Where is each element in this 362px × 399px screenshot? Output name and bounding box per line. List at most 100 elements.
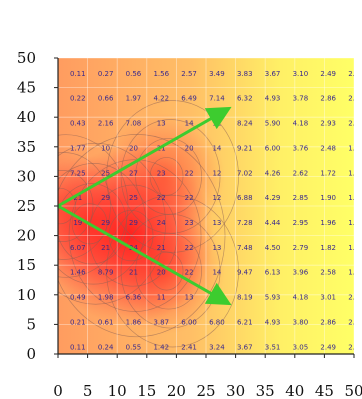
cell-label: 12 <box>212 120 221 128</box>
hotspot-4 <box>58 147 114 265</box>
cell-label: 10 <box>101 144 110 152</box>
cell-label: 19 <box>73 219 82 227</box>
cell-label: 3.67 <box>265 70 281 78</box>
cell-label: 2.86 <box>320 95 336 103</box>
cell-label: 6.00 <box>265 144 281 152</box>
contour-line <box>58 163 147 285</box>
arrow-layer <box>57 106 232 306</box>
cell-label: 1.46 <box>70 269 86 277</box>
cell-label: 3.51 <box>265 343 281 351</box>
cell-label: 12 <box>212 169 221 177</box>
cell-label: 25 <box>129 194 138 202</box>
cell-label: 3.83 <box>237 70 253 78</box>
cell-label: 21 <box>101 244 110 252</box>
contour-line <box>106 100 239 253</box>
arrow-1 <box>57 204 232 306</box>
cell-label: 3.24 <box>209 343 225 351</box>
cell-label: 4.26 <box>265 169 281 177</box>
x-tick-label: 25 <box>196 382 215 399</box>
contour-layer <box>58 100 239 348</box>
cell-label: 5.93 <box>265 294 281 302</box>
cell-label: 1.86 <box>126 318 142 326</box>
cell-label: 20 <box>185 144 194 152</box>
x-tick-label: 0 <box>53 382 63 399</box>
cell-label: 2.95 <box>293 219 309 227</box>
cell-label: 11 <box>157 294 166 302</box>
cell-label: 7.02 <box>237 169 253 177</box>
cell-label: 0.21 <box>70 318 86 326</box>
y-tick-label: 45 <box>17 79 36 97</box>
cell-label: 2.57 <box>181 70 197 78</box>
y-tick-label: 0 <box>26 345 36 363</box>
cell-label-layer: 0.11 0.27 0.56 1.56 2.57 3.49 3.83 3.67 3.10 2.49… <box>70 70 362 352</box>
cell-label: 8.24 <box>237 120 253 128</box>
cell-label: 14 <box>212 144 221 152</box>
cell-label: 4.44 <box>265 219 281 227</box>
contour-line <box>58 134 129 278</box>
y-tick-label: 20 <box>17 227 36 245</box>
cell-label: 4.22 <box>153 95 169 103</box>
cell-label: 7.48 <box>237 244 253 252</box>
cell-label: 7.14 <box>209 95 225 103</box>
cell-label: 0.56 <box>126 70 142 78</box>
cell-label: 12 <box>212 194 221 202</box>
cell-label: 6.49 <box>181 95 197 103</box>
cell-label: 0.61 <box>98 318 114 326</box>
cell-label: 1.96 <box>320 219 336 227</box>
contour-line <box>68 159 202 312</box>
cell-label: 0.11 <box>70 70 86 78</box>
cell-label: 1.22 <box>348 169 362 177</box>
x-tick-label: 35 <box>256 382 275 399</box>
cell-label: 29 <box>129 219 138 227</box>
cell-label: 21 <box>73 194 82 202</box>
cell-label: 3.05 <box>293 343 309 351</box>
cell-label: 0.43 <box>70 120 86 128</box>
cell-label: 2.58 <box>320 269 336 277</box>
cell-label: 22 <box>185 169 194 177</box>
cell-label: 9.47 <box>237 269 253 277</box>
cell-label: 6.07 <box>70 244 86 252</box>
cell-label: 20 <box>157 269 166 277</box>
x-tick-label: 30 <box>226 382 245 399</box>
y-tick-label: 35 <box>17 138 36 156</box>
cell-label: 2.02 <box>348 343 362 351</box>
cell-label: 1.73 <box>348 144 362 152</box>
cell-label: 2.49 <box>320 70 336 78</box>
axis-layer: 0 5 10 15 20 25 30 35 40 45 50 0 5 10 15 20 25 30 35 40 45 50 <box>17 49 362 399</box>
cell-label: 13 <box>212 244 221 252</box>
cell-label: 14 <box>185 120 194 128</box>
cell-label: 6.13 <box>265 269 281 277</box>
cell-label: 4.29 <box>265 194 281 202</box>
cell-label: 21 <box>129 269 138 277</box>
cell-label: 1.56 <box>153 70 169 78</box>
cell-label: 25 <box>101 169 110 177</box>
cell-label: 21 <box>157 244 166 252</box>
cell-label: 2.23 <box>348 318 362 326</box>
x-tick-label: 40 <box>285 382 304 399</box>
cell-label: 6.80 <box>209 318 225 326</box>
cell-label: 4.50 <box>265 244 281 252</box>
cell-label: 0.24 <box>98 343 114 351</box>
cell-label: 27 <box>129 169 138 177</box>
cell-label: 5.90 <box>265 120 281 128</box>
contour-line <box>106 194 239 348</box>
contour-line <box>58 187 76 225</box>
cell-label: 1.72 <box>320 169 336 177</box>
cell-label: 0.49 <box>70 294 86 302</box>
cell-label: 0.22 <box>70 95 86 103</box>
y-tick-label: 5 <box>26 315 36 333</box>
cell-label: 0.27 <box>98 70 114 78</box>
cell-label: 3.80 <box>293 318 309 326</box>
cell-label: 3.78 <box>293 95 309 103</box>
cell-label: 1.30 <box>348 244 362 252</box>
cell-label: 23 <box>185 219 194 227</box>
contour-line <box>149 251 184 291</box>
cell-label: 2.16 <box>98 120 114 128</box>
cell-label: 22 <box>185 244 194 252</box>
contour-line <box>58 152 111 260</box>
x-tick-label: 20 <box>167 382 186 399</box>
cell-label: 3.10 <box>293 70 309 78</box>
hotspot-2 <box>104 113 225 240</box>
cell-label: 7.08 <box>126 120 142 128</box>
y-tick-label: 40 <box>17 108 36 126</box>
